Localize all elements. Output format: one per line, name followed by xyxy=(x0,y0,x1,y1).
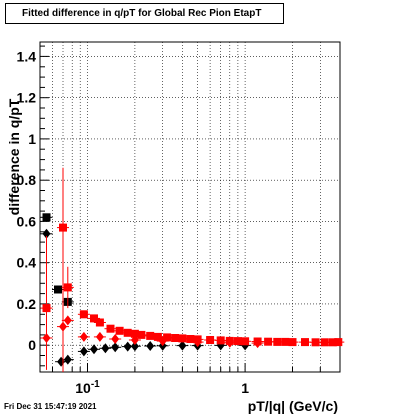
data-point-square xyxy=(146,331,155,340)
data-point-diamond xyxy=(90,344,98,355)
data-point-diamond xyxy=(63,354,72,365)
data-point-square xyxy=(63,283,72,292)
data-point-square xyxy=(264,337,273,346)
data-point-square xyxy=(273,337,282,346)
data-point-diamond xyxy=(111,342,120,353)
data-point-square xyxy=(59,223,67,232)
timestamp: Fri Dec 31 15:47:19 2021 xyxy=(4,402,97,411)
data-point-square xyxy=(79,310,88,319)
y-tick-label: 1 xyxy=(28,131,36,147)
data-point-square xyxy=(95,318,104,327)
data-point-diamond xyxy=(253,338,262,349)
data-point-square xyxy=(301,338,309,347)
data-point-square xyxy=(54,285,62,294)
y-tick-label: 0.6 xyxy=(17,213,37,229)
data-point-diamond xyxy=(95,331,104,342)
data-point-diamond xyxy=(63,315,72,326)
data-point-square xyxy=(163,333,172,342)
data-point-diamond xyxy=(101,343,110,354)
data-point-diamond xyxy=(79,346,88,357)
x-axis-title: pT/|q| (GeV/c) xyxy=(248,398,338,414)
data-point-square xyxy=(206,336,215,344)
data-point-diamond xyxy=(111,334,120,344)
y-tick-label: 0.4 xyxy=(17,255,37,271)
data-point-square xyxy=(137,330,146,339)
data-point-diamond xyxy=(130,341,139,352)
data-point-square xyxy=(90,314,98,323)
data-point-diamond xyxy=(193,337,202,348)
y-tick-label: 0.8 xyxy=(17,172,37,188)
data-point-square xyxy=(153,332,162,341)
data-point-diamond xyxy=(57,356,66,367)
data-point-diamond xyxy=(42,333,51,343)
data-point-square xyxy=(233,337,242,346)
data-point-square xyxy=(123,328,132,337)
data-point-diamond xyxy=(79,331,88,342)
data-point-square xyxy=(178,334,187,343)
y-tick-label: 1.4 xyxy=(17,48,37,64)
data-point-diamond xyxy=(158,336,167,347)
data-point-diamond xyxy=(178,340,187,351)
x-tick-label: 10-1 xyxy=(75,379,100,396)
data-point-square xyxy=(186,335,195,343)
data-point-square xyxy=(171,334,180,342)
grid xyxy=(39,42,341,372)
data-point-square xyxy=(106,324,115,333)
plot-frame xyxy=(39,41,341,373)
data-point-square xyxy=(311,338,320,347)
data-point-diamond xyxy=(130,335,139,345)
y-tick-label: 0.2 xyxy=(17,296,37,312)
data-point-square xyxy=(320,338,329,347)
y-axis-title: difference in q/pT xyxy=(6,98,22,215)
data-point-square xyxy=(42,304,51,313)
data-point-square xyxy=(42,213,51,222)
y-tick-label: 1.2 xyxy=(17,90,37,106)
data-point-square xyxy=(334,338,343,347)
data-point-square xyxy=(216,336,225,345)
x-tick-label: 1 xyxy=(241,380,249,396)
data-point-square xyxy=(241,337,250,346)
data-point-diamond xyxy=(225,337,234,348)
data-point-diamond xyxy=(59,321,67,332)
data-point-diamond xyxy=(146,341,155,351)
data-point-diamond xyxy=(123,341,132,352)
chart-title: Fitted difference in q/pT for Global Rec… xyxy=(5,3,284,24)
data-point-square xyxy=(115,326,124,335)
axis-ticks xyxy=(39,45,341,372)
y-tick-label: 0 xyxy=(28,337,36,353)
series-layer xyxy=(40,167,345,372)
data-point-square xyxy=(130,329,139,338)
data-point-square xyxy=(288,338,297,347)
data-point-diamond xyxy=(42,228,51,239)
data-point-square xyxy=(281,337,290,346)
